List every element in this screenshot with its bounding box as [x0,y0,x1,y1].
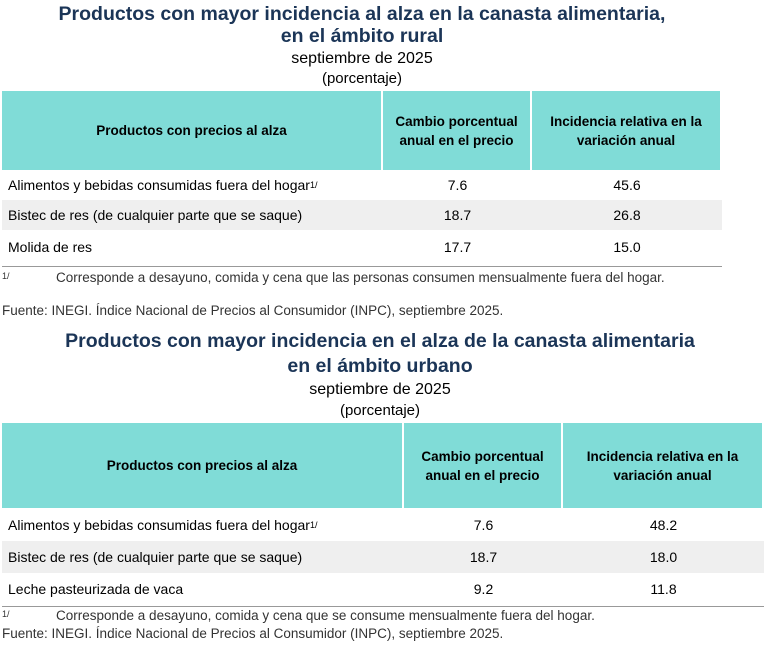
product-cell: Leche pasteurizada de vaca [8,573,404,605]
product-cell: Bistec de res (de cualquier parte que se… [8,541,404,573]
rule [2,606,764,607]
table-unit: (porcentaje) [321,70,403,87]
source-text: INEGI. Índice Nacional de Precios al Con… [51,626,504,641]
row-bg [2,508,764,541]
change-cell: 18.7 [443,207,472,223]
note-mark: 1/ [309,519,318,530]
change-cell: 17.7 [443,238,472,255]
header-cell: Cambio porcentual anual en el precio [383,91,532,170]
table-subtitle: septiembre de 2025 [309,381,451,398]
incidence-cell: 11.8 [650,581,677,597]
incidence-cell: 15.0 [613,238,641,255]
product-name: Bistec de res (de cualquier parte que se… [8,549,303,565]
header-cell: Incidencia relativa en la variación anua… [532,91,722,170]
source: Fuente: INEGI. Índice Nacional de Precio… [2,626,503,642]
product-cell: Alimentos y bebidas consumidas fuera del… [8,508,404,541]
row-bg [2,170,722,200]
change-cell: 18.7 [469,549,498,565]
table-title: en el ámbito urbano [287,355,473,377]
table-title: en el ámbito rural [280,25,444,47]
row-bg [2,230,722,263]
header-cell: Incidencia relativa en la variación anua… [563,423,764,508]
table-title: Productos con mayor incidencia al alza e… [58,3,666,25]
product-name: Bistec de res (de cualquier parte que se… [8,207,303,223]
table-title: Productos con mayor incidencia en el alz… [65,330,695,352]
footnote-mark: 1/ [2,609,10,619]
rule [2,266,722,267]
header-cell: Productos con precios al alza [2,423,404,508]
row-bg [2,200,722,230]
header-cell: Cambio porcentual anual en el precio [404,423,563,508]
footnote-mark: 1/ [2,271,10,281]
product-name: Alimentos y bebidas consumidas fuera del… [8,516,310,533]
source: Fuente: INEGI. Índice Nacional de Precio… [2,303,503,319]
row-bg [2,541,764,573]
incidence-cell: 18.0 [649,549,678,565]
source-label: Fuente: [2,303,48,318]
table-subtitle: septiembre de 2025 [291,50,433,67]
incidence-cell: 48.2 [649,516,678,533]
incidence-cell: 45.6 [613,177,641,193]
incidence-cell: 26.8 [613,207,641,223]
change-cell: 7.6 [473,516,494,533]
change-cell: 9.2 [473,581,494,597]
product-name: Molida de res [8,238,93,255]
table-unit: (porcentaje) [339,402,421,419]
product-name: Alimentos y bebidas consumidas fuera del… [8,177,310,193]
footnote-text: Corresponde a desayuno, comida y cena qu… [56,270,665,285]
source-text: INEGI. Índice Nacional de Precios al Con… [51,303,504,318]
footnote-text: Corresponde a desayuno, comida y cena qu… [56,608,595,623]
change-cell: 7.6 [447,177,468,193]
product-cell: Bistec de res (de cualquier parte que se… [8,200,383,230]
note-mark: 1/ [309,180,318,190]
source-label: Fuente: [2,626,48,641]
product-cell: Molida de res [8,230,383,263]
row-bg [2,573,764,605]
product-name: Leche pasteurizada de vaca [8,581,184,597]
header-cell: Productos con precios al alza [2,91,383,170]
product-cell: Alimentos y bebidas consumidas fuera del… [8,170,383,200]
